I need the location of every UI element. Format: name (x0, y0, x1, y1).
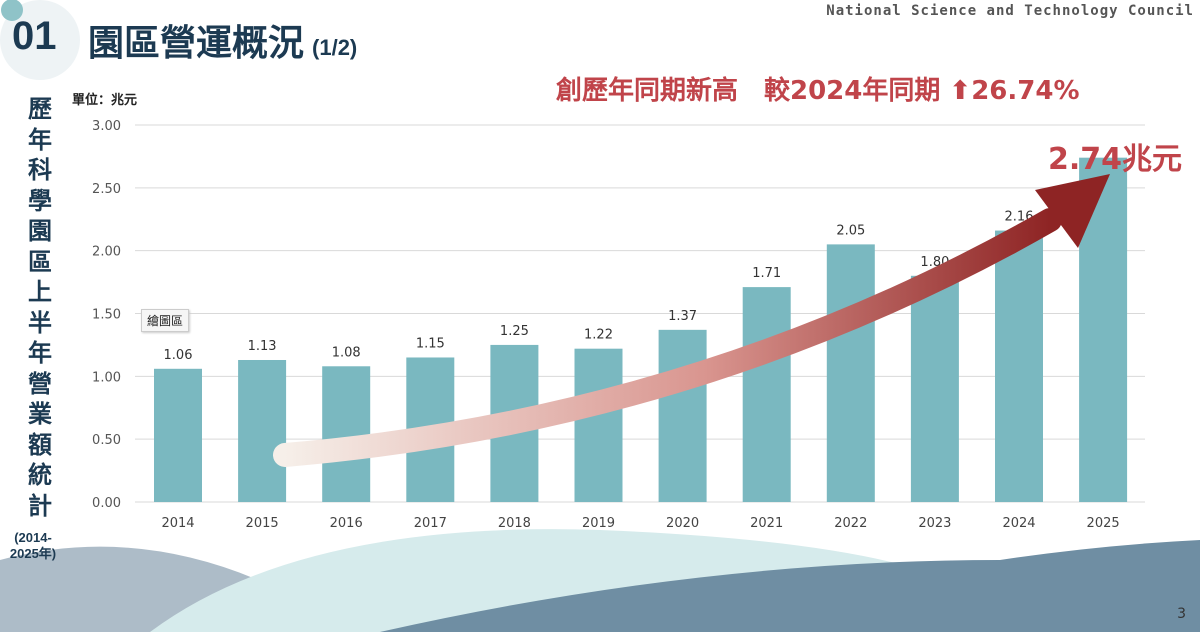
bar-2016 (322, 366, 371, 502)
bar-2021 (742, 287, 791, 502)
title-text: 園區營運概況 (88, 23, 305, 64)
y-tick-label: 0.00 (92, 496, 121, 511)
data-label: 1.15 (416, 336, 445, 351)
x-tick-label: 2019 (582, 516, 615, 531)
data-label: 1.22 (584, 328, 613, 343)
growth-arrow (273, 208, 1062, 467)
data-label: 1.71 (752, 266, 781, 281)
x-tick-label: 2022 (834, 516, 867, 531)
y-tick-label: 0.50 (92, 433, 121, 448)
data-label: 1.37 (668, 309, 697, 324)
y-tick-label: 2.50 (92, 182, 121, 197)
data-label: 1.08 (332, 345, 361, 360)
growth-arrowhead (1035, 174, 1110, 248)
bar-2014 (154, 368, 202, 502)
side-title: 歷年科學園區上半年營業額統計 (28, 95, 52, 520)
bar-2020 (658, 329, 707, 502)
plot-area-tooltip: 繪圖區 (141, 309, 190, 332)
data-label: 2.05 (836, 223, 865, 238)
y-tick-label: 1.00 (92, 370, 121, 385)
x-tick-label: 2020 (666, 516, 699, 531)
bar-2024 (995, 230, 1043, 502)
title-subtitle: (1/2) (312, 35, 358, 60)
headline: 創歷年同期新高 較2024年同期 ⬆26.74% (556, 76, 1080, 106)
side-range: (2014-2025年) (9, 530, 57, 561)
section-number: 01 (12, 14, 57, 58)
y-tick-label: 2.00 (92, 245, 121, 260)
x-tick-label: 2014 (161, 516, 194, 531)
x-tick-label: 2016 (330, 516, 363, 531)
highlight-value: 2.74兆元 (1048, 142, 1183, 177)
bar-2023 (910, 275, 959, 502)
y-tick-label: 3.00 (92, 119, 121, 134)
page-number: 3 (1177, 606, 1186, 622)
data-label: 1.25 (500, 324, 529, 339)
x-tick-label: 2015 (246, 516, 279, 531)
page-title: 園區營運概況 (1/2) (88, 14, 357, 66)
x-tick-label: 2018 (498, 516, 531, 531)
bar-2019 (574, 348, 623, 502)
data-label: 1.13 (248, 339, 277, 354)
unit-label: 單位：兆元 (72, 93, 138, 108)
x-tick-label: 2024 (1002, 516, 1035, 531)
x-tick-label: 2025 (1087, 516, 1120, 531)
bar-2015 (238, 359, 287, 502)
bar-2022 (826, 244, 875, 502)
data-label: 1.06 (164, 348, 193, 363)
x-tick-label: 2021 (750, 516, 783, 531)
x-tick-label: 2023 (918, 516, 951, 531)
y-tick-label: 1.50 (92, 308, 121, 323)
org-name: National Science and Technology Council (826, 3, 1194, 19)
x-tick-label: 2017 (414, 516, 447, 531)
